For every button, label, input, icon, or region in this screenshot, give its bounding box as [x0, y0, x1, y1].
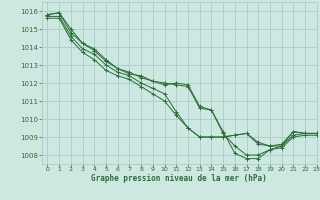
X-axis label: Graphe pression niveau de la mer (hPa): Graphe pression niveau de la mer (hPa) — [91, 174, 267, 183]
